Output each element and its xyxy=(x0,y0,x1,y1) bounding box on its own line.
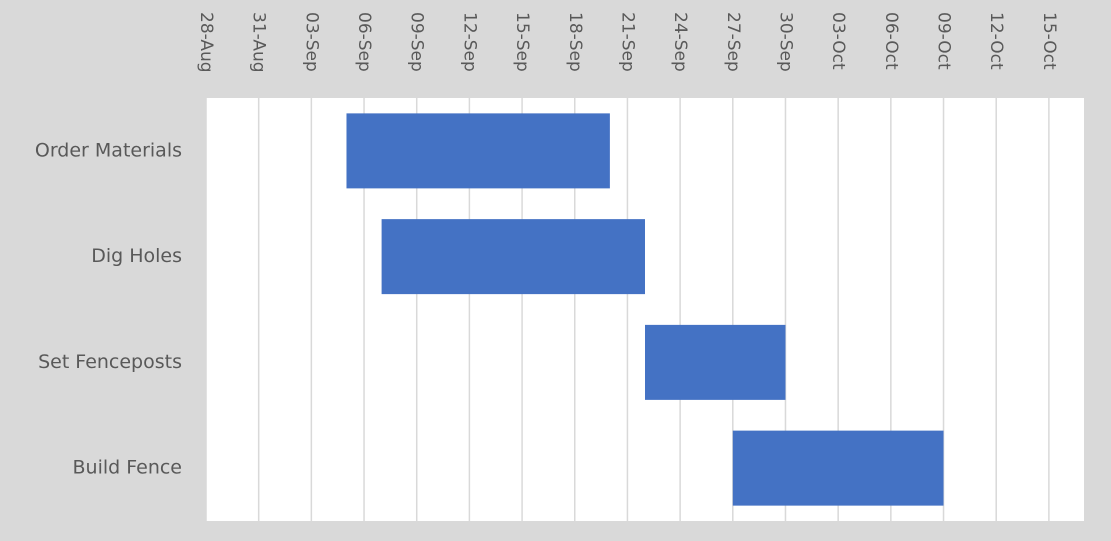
plot-area xyxy=(206,98,1084,521)
x-tick-label: 03-Oct xyxy=(828,12,848,70)
x-tick-label: 12-Oct xyxy=(986,12,1006,70)
x-tick-label: 21-Sep xyxy=(617,12,637,72)
x-tick-label: 28-Aug xyxy=(196,12,216,73)
x-tick-label: 15-Oct xyxy=(1039,12,1059,70)
x-tick-label: 06-Oct xyxy=(881,12,901,70)
x-tick-label: 30-Sep xyxy=(775,12,795,72)
bar xyxy=(381,219,645,295)
y-tick-label: Build Fence xyxy=(73,457,183,479)
bar xyxy=(645,324,786,400)
x-tick-label: 24-Sep xyxy=(670,12,690,72)
y-tick-label: Dig Holes xyxy=(91,245,182,267)
x-tick-label: 09-Sep xyxy=(407,12,427,72)
x-tick-label: 12-Sep xyxy=(459,12,479,72)
x-tick-label: 06-Sep xyxy=(354,12,374,72)
y-tick-label: Order Materials xyxy=(35,139,182,161)
x-tick-label: 03-Sep xyxy=(301,12,321,72)
bar xyxy=(346,113,610,189)
x-tick-label: 15-Sep xyxy=(512,12,532,72)
y-tick-label: Set Fenceposts xyxy=(38,351,182,373)
bar xyxy=(732,430,944,506)
x-tick-label: 31-Aug xyxy=(249,12,269,73)
x-tick-label: 27-Sep xyxy=(723,12,743,72)
x-tick-label: 09-Oct xyxy=(934,12,954,70)
x-tick-label: 18-Sep xyxy=(565,12,585,72)
